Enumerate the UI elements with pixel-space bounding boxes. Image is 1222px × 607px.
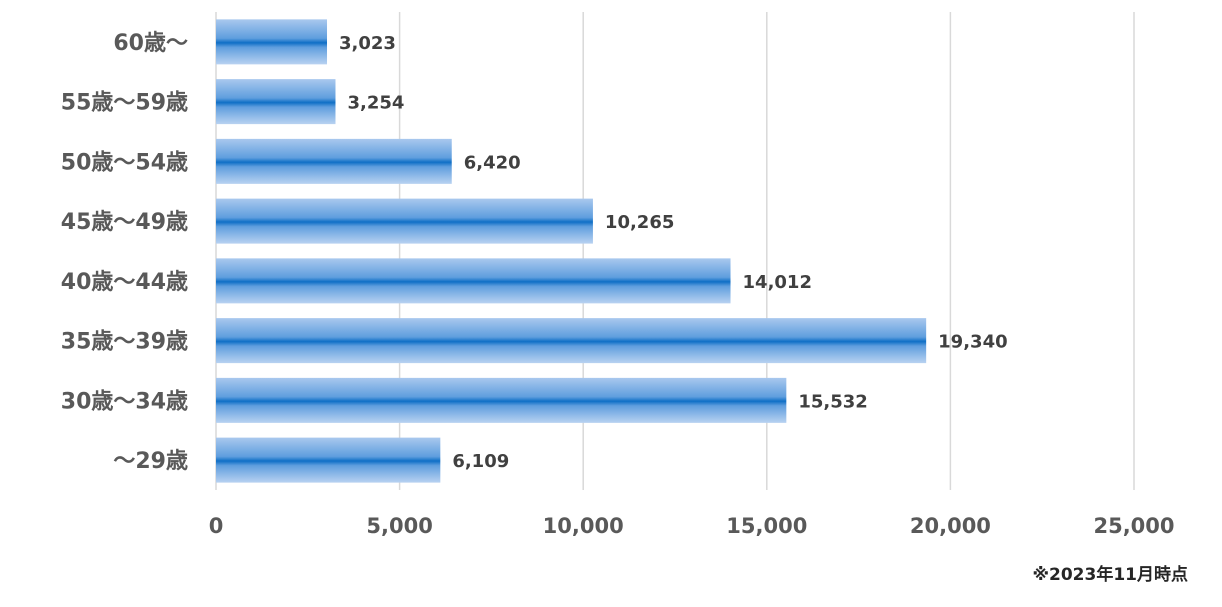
bar xyxy=(216,437,441,483)
bars xyxy=(216,19,927,483)
value-label: 3,023 xyxy=(339,33,396,54)
bar xyxy=(216,198,593,244)
bar xyxy=(216,258,731,304)
labels: 0 5,000 10,000 15,000 20,000 25,000 60歳～ 3,023 5… xyxy=(61,31,1175,538)
value-label: 6,420 xyxy=(464,152,521,173)
category-label: 55歳～59歳 xyxy=(61,91,188,116)
bar xyxy=(216,19,328,65)
category-label: ～29歳 xyxy=(113,449,188,474)
category-label: 35歳～39歳 xyxy=(61,330,188,355)
value-label: 14,012 xyxy=(743,272,812,293)
date-note: ※2023年11月時点 xyxy=(1032,565,1189,585)
bar xyxy=(216,318,927,364)
bar xyxy=(216,138,452,184)
x-tick-label: 0 xyxy=(209,514,224,538)
category-label: 60歳～ xyxy=(113,31,188,56)
value-label: 15,532 xyxy=(798,391,867,412)
bar xyxy=(216,79,336,125)
category-label: 50歳～54歳 xyxy=(61,150,188,175)
x-tick-label: 20,000 xyxy=(910,514,991,538)
x-tick-label: 10,000 xyxy=(543,514,624,538)
category-label: 30歳～34歳 xyxy=(61,389,188,414)
bar xyxy=(216,377,787,423)
value-label: 10,265 xyxy=(605,212,674,233)
value-label: 19,340 xyxy=(938,332,1007,353)
category-label: 40歳～44歳 xyxy=(61,270,188,295)
category-label: 45歳～49歳 xyxy=(61,210,188,235)
x-tick-label: 5,000 xyxy=(366,514,432,538)
value-label: 6,109 xyxy=(452,451,509,472)
x-tick-label: 25,000 xyxy=(1093,514,1174,538)
value-label: 3,254 xyxy=(347,93,404,114)
x-tick-label: 15,000 xyxy=(726,514,807,538)
